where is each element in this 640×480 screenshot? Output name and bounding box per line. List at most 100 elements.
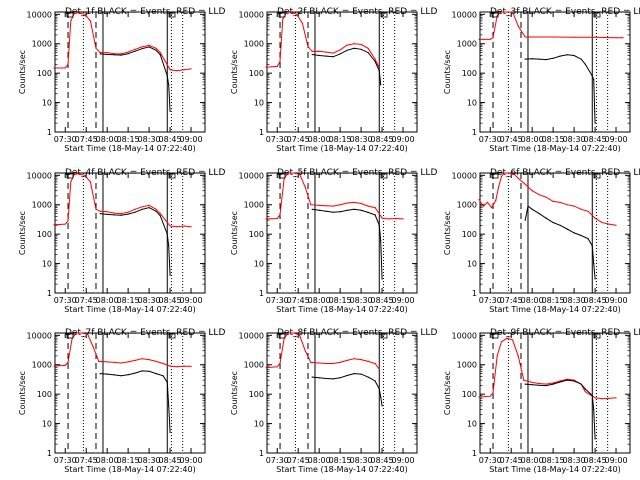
y-tick-label: 10000 <box>452 171 477 180</box>
y-tick-label: 10000 <box>452 331 477 340</box>
data-point <box>168 84 170 86</box>
data-point <box>545 196 547 198</box>
x-tick-label: 08:30 <box>563 135 586 144</box>
data-point <box>523 379 525 381</box>
x-axis-label: Start Time (18-May-14 07:22:40) <box>489 465 620 474</box>
data-point <box>552 383 554 385</box>
data-point <box>166 75 168 77</box>
data-point <box>339 204 341 206</box>
data-point <box>87 333 89 335</box>
y-tick-label: 10000 <box>239 10 264 19</box>
data-point <box>332 52 334 54</box>
x-tick-label: 08:30 <box>563 296 586 305</box>
x-tick-label: 07:45 <box>75 456 98 465</box>
data-point <box>148 370 150 372</box>
data-point <box>378 388 380 390</box>
x-tick-label: 07:30 <box>54 296 77 305</box>
x-tick-label: 08:00 <box>308 296 331 305</box>
x-tick-label: 08:30 <box>350 135 373 144</box>
data-point <box>573 232 575 234</box>
data-point <box>282 18 284 20</box>
data-point <box>566 54 568 56</box>
data-point <box>99 213 101 215</box>
data-point <box>339 53 341 55</box>
data-point <box>360 48 362 50</box>
y-tick-label: 10000 <box>27 331 52 340</box>
y-tick-label: 1000 <box>32 361 52 370</box>
data-point <box>53 224 55 226</box>
data-point <box>299 334 301 336</box>
x-tick-label: 09:00 <box>391 296 414 305</box>
y-axis-label: Counts/sec <box>18 50 27 94</box>
data-point <box>141 206 143 208</box>
data-point <box>166 233 168 235</box>
data-point <box>531 58 533 60</box>
flag-box <box>593 12 601 18</box>
data-point <box>89 20 91 22</box>
data-point <box>155 47 157 49</box>
data-point <box>552 36 554 38</box>
data-point <box>113 54 115 56</box>
x-tick-label: 07:45 <box>287 135 310 144</box>
data-point <box>559 380 561 382</box>
data-point <box>311 50 313 53</box>
series-line-2 <box>524 205 596 280</box>
data-point <box>106 373 108 375</box>
data-point <box>486 201 489 203</box>
data-point <box>67 361 69 363</box>
x-tick-label: 08:15 <box>329 296 352 305</box>
data-point <box>78 173 80 175</box>
data-point <box>311 376 313 378</box>
data-point <box>325 205 327 207</box>
data-point <box>591 75 593 77</box>
data-point <box>159 215 161 217</box>
data-point <box>155 208 157 210</box>
data-point <box>594 397 596 399</box>
data-point <box>374 362 376 365</box>
chart-4: Det_4f BLACK = Events, RED = LLD 1 10 100 10… <box>18 168 225 314</box>
y-axis-label: Counts/sec <box>443 211 452 255</box>
data-point <box>524 58 526 60</box>
chart-8: Det_8f BLACK = Events, RED = LLD 1 10 100 10… <box>230 328 437 474</box>
data-point <box>380 240 382 242</box>
data-point <box>148 359 150 361</box>
data-point <box>513 173 515 175</box>
data-point <box>127 361 129 363</box>
data-point <box>552 382 554 384</box>
chart-title: Det_4f BLACK = Events, RED = LLD <box>65 168 225 178</box>
data-point <box>168 405 170 407</box>
data-point <box>517 25 519 27</box>
data-point <box>591 394 593 397</box>
x-tick-label: 07:45 <box>75 135 98 144</box>
chart-title: Det_7f BLACK = Events, RED = LLD <box>65 328 225 338</box>
x-tick-label: 08:45 <box>584 296 607 305</box>
flag-box <box>380 173 388 179</box>
data-point <box>279 214 281 216</box>
x-tick-label: 08:00 <box>96 456 119 465</box>
data-point <box>339 377 341 379</box>
x-tick-label: 08:00 <box>521 456 544 465</box>
data-point <box>545 385 547 387</box>
data-point <box>325 362 327 365</box>
x-tick-label: 09:00 <box>391 135 414 144</box>
data-point <box>608 397 610 399</box>
data-point <box>332 211 334 213</box>
data-point <box>332 205 334 207</box>
data-point <box>287 332 289 334</box>
chart-5: Det_5f BLACK = Events, RED = LLD 1 10 100 10… <box>230 168 437 314</box>
flag-box <box>380 12 388 18</box>
x-tick-label: 08:00 <box>308 135 331 144</box>
x-tick-label: 07:45 <box>287 456 310 465</box>
data-point <box>155 210 157 212</box>
y-tick-label: 1 <box>472 128 477 137</box>
chart-title: Det_6f BLACK = Events, RED = LLD <box>490 168 640 178</box>
data-point <box>339 211 341 213</box>
data-point <box>155 49 157 51</box>
data-point <box>580 58 582 60</box>
y-tick-label: 1 <box>47 289 52 298</box>
data-point <box>318 362 320 364</box>
data-point <box>318 209 320 211</box>
y-tick-label: 100 <box>37 69 52 78</box>
data-point <box>559 224 561 226</box>
chart-6: Det_6f BLACK = Events, RED = LLD 1 10 100 10… <box>443 168 640 314</box>
